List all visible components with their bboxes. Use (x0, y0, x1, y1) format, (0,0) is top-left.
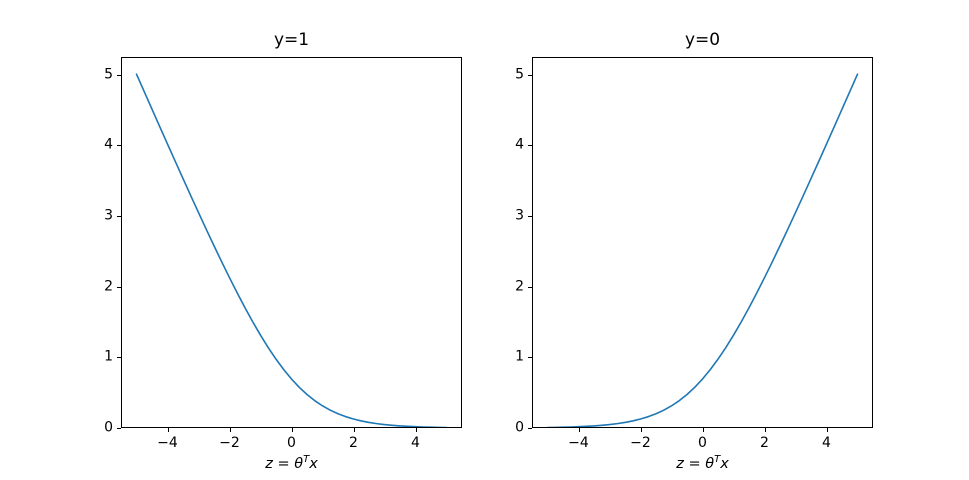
loss-curve-y0 (546, 73, 859, 428)
y-tick-label: 4 (515, 136, 524, 153)
y-tick-label: 4 (104, 136, 113, 153)
y-tick (117, 145, 121, 147)
x-tick (167, 428, 169, 432)
y-tick (117, 216, 121, 217)
x-axis-label: z = θTx (265, 454, 318, 472)
x-tick-label: 0 (287, 435, 296, 451)
y-tick-label: 1 (104, 348, 113, 365)
y-tick (528, 145, 532, 147)
x-tick (826, 428, 828, 432)
x-tick (415, 428, 417, 432)
x-tick-label: −4 (568, 435, 589, 451)
y-tick (528, 216, 532, 217)
x-tick (291, 428, 293, 432)
x-tick (353, 428, 355, 432)
y-tick-label: 0 (515, 419, 524, 436)
x-axis-label: z = θTx (676, 454, 729, 472)
y-tick-label: 3 (515, 207, 524, 224)
x-tick (764, 428, 766, 432)
axes-frame (121, 57, 462, 428)
y-tick (528, 357, 532, 359)
x-tick (702, 428, 704, 432)
x-tick (640, 428, 642, 432)
x-tick (578, 428, 580, 432)
y-tick (117, 286, 121, 288)
loss-curve-y1 (135, 73, 448, 428)
y-tick-label: 2 (104, 278, 113, 295)
y-tick-label: 0 (104, 419, 113, 436)
y-tick (528, 428, 532, 429)
y-tick-label: 5 (515, 66, 524, 83)
y-tick (117, 428, 121, 429)
axes-frame (532, 57, 873, 428)
y-tick-label: 5 (104, 66, 113, 83)
x-tick-label: 4 (411, 435, 420, 451)
plot-area (546, 73, 859, 428)
x-tick-label: 2 (349, 435, 358, 451)
y-tick-label: 2 (515, 278, 524, 295)
y-tick (528, 74, 532, 76)
y-tick (528, 286, 532, 288)
y-tick (117, 357, 121, 359)
plot-title: y=0 (684, 30, 721, 50)
y-tick-label: 1 (515, 348, 524, 365)
subplot-y0: y=0 z = θTx −4 −2 0 2 4 0 1 2 3 4 5 (515, 30, 873, 472)
plot-area (135, 73, 448, 428)
x-tick-label: 4 (822, 435, 831, 451)
y-tick (117, 74, 121, 76)
x-tick-label: 2 (760, 435, 769, 451)
x-tick-label: 0 (698, 435, 707, 451)
x-tick-label: −2 (219, 435, 240, 451)
x-tick-label: −2 (630, 435, 651, 451)
plot-title: y=1 (273, 30, 310, 50)
y-tick-label: 3 (104, 207, 113, 224)
x-tick-label: −4 (157, 435, 178, 451)
x-tick (229, 428, 231, 432)
subplot-y1: y=1 z = θTx −4 −2 0 2 4 0 1 2 3 4 5 (104, 30, 462, 472)
